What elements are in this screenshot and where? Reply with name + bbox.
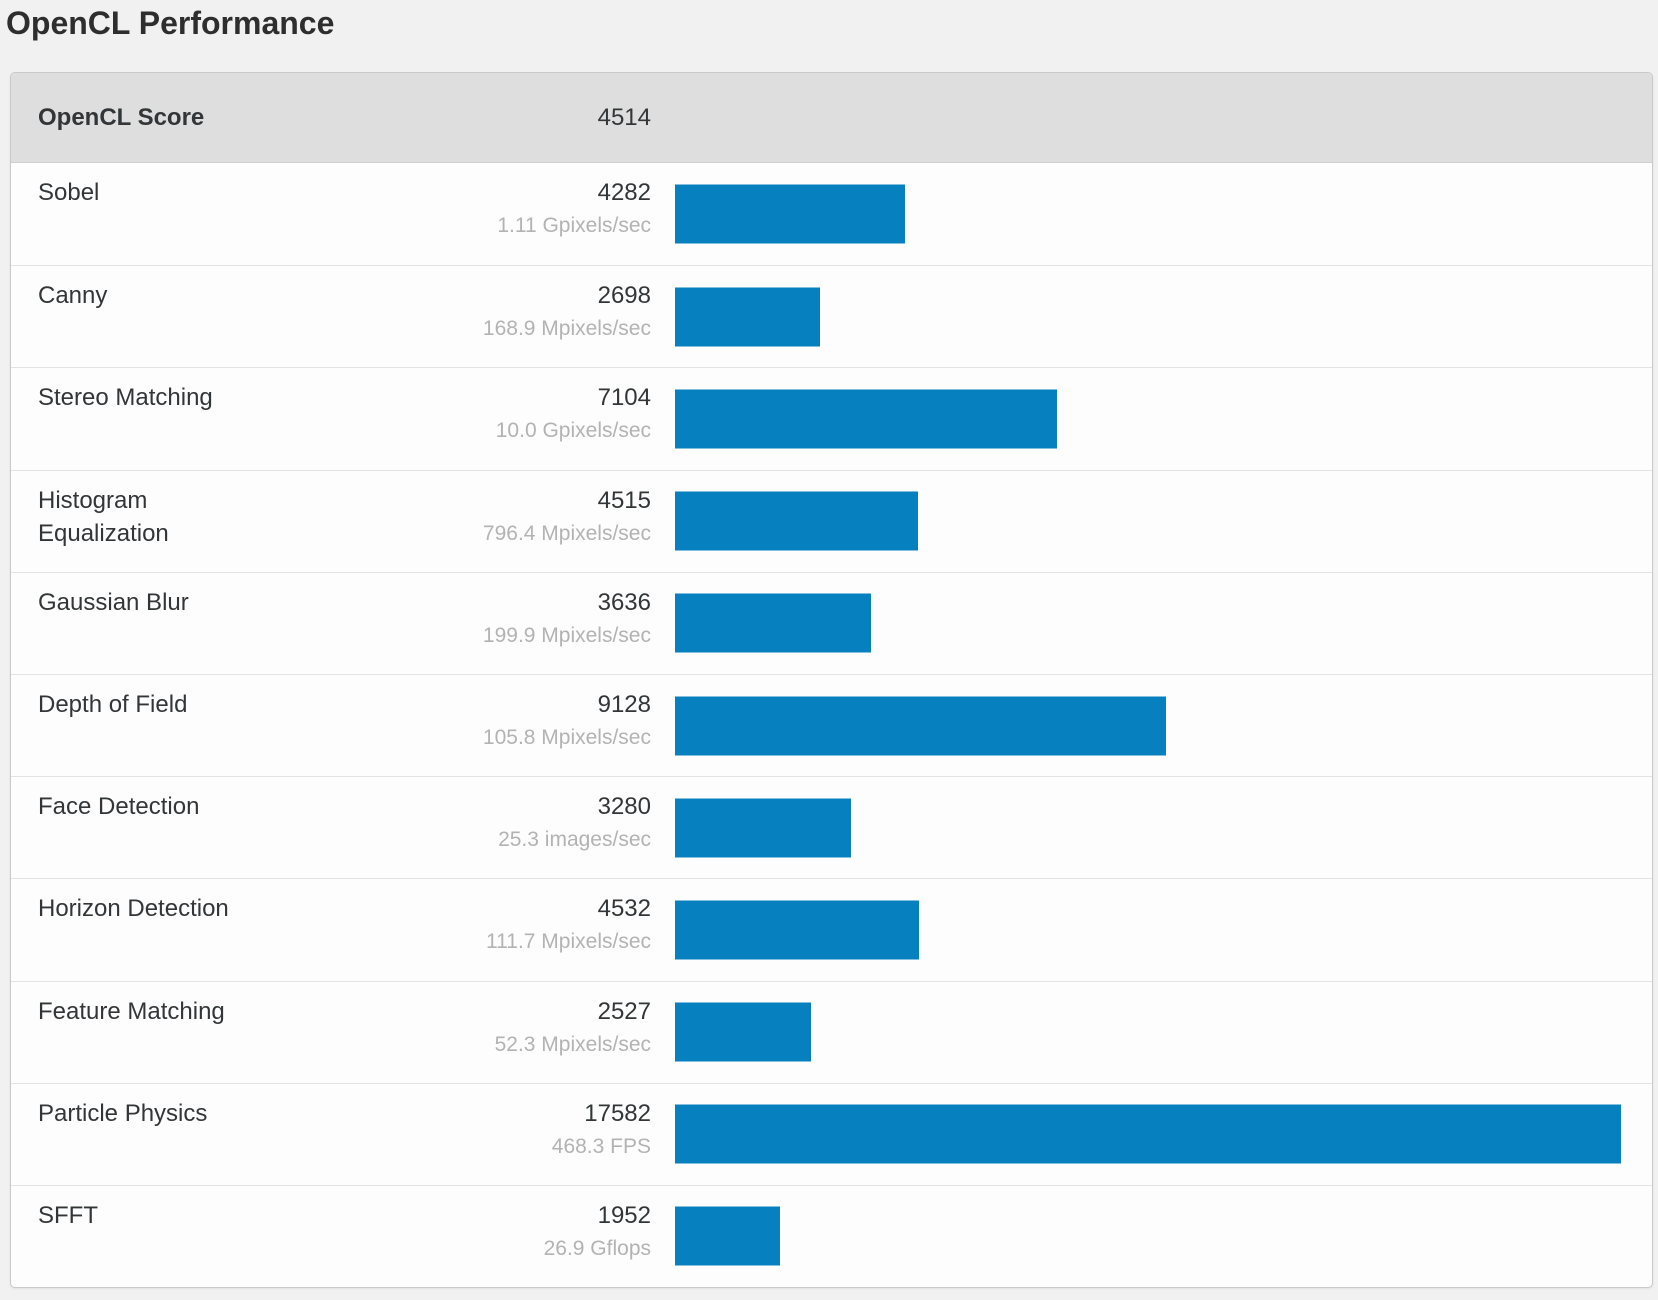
benchmark-row-horizon-detection: Horizon Detection 4532 111.7 Mpixels/sec — [11, 878, 1652, 981]
benchmark-name: Canny — [38, 282, 108, 310]
benchmark-bar-track — [675, 777, 1621, 878]
benchmark-score: 4532 — [597, 895, 651, 923]
benchmark-bar-track — [675, 471, 1621, 572]
table-header-left: OpenCL Score 4514 — [38, 104, 651, 132]
benchmark-row-canny: Canny 2698 168.9 Mpixels/sec — [11, 265, 1652, 368]
benchmark-score: 7104 — [597, 384, 651, 412]
benchmark-name: Histogram Equalization — [38, 486, 169, 547]
benchmark-score: 17582 — [584, 1099, 651, 1127]
benchmark-rate: 111.7 Mpixels/sec — [486, 930, 651, 954]
benchmark-bar — [675, 1104, 1621, 1164]
benchmark-row-histogram-equalization: Histogram Equalization 4515 796.4 Mpixel… — [11, 469, 1652, 572]
benchmark-rate: 10.0 Gpixels/sec — [495, 419, 651, 443]
benchmark-bar — [675, 798, 852, 858]
benchmark-rate: 168.9 Mpixels/sec — [482, 317, 651, 341]
benchmark-name: Gaussian Blur — [38, 588, 189, 616]
page-title: OpenCL Performance — [6, 5, 335, 41]
benchmark-name: Stereo Matching — [38, 384, 213, 412]
benchmark-bar — [675, 900, 919, 960]
benchmark-row-stereo-matching: Stereo Matching 7104 10.0 Gpixels/sec — [11, 367, 1652, 470]
benchmark-score: 1952 — [597, 1201, 651, 1229]
benchmark-score: 2698 — [597, 282, 651, 310]
benchmark-score: 4282 — [597, 179, 651, 206]
score-table: OpenCL Score 4514 Sobel 4282 1.11 Gpixel… — [10, 72, 1653, 1289]
benchmark-bar-track — [675, 1186, 1621, 1287]
benchmark-score: 3280 — [597, 793, 651, 821]
benchmark-row-sobel: Sobel 4282 1.11 Gpixels/sec — [11, 163, 1652, 266]
benchmark-bar — [675, 389, 1058, 449]
benchmark-bar — [675, 696, 1167, 756]
benchmark-rate: 105.8 Mpixels/sec — [482, 725, 651, 749]
benchmark-row-depth-of-field: Depth of Field 9128 105.8 Mpixels/sec — [11, 673, 1652, 777]
benchmark-name: Depth of Field — [38, 690, 188, 718]
benchmark-row-gaussian-blur: Gaussian Blur 3636 199.9 Mpixels/sec — [11, 571, 1652, 674]
benchmark-rate: 796.4 Mpixels/sec — [482, 521, 651, 545]
benchmark-name: Face Detection — [38, 793, 200, 821]
benchmark-rate: 468.3 FPS — [551, 1134, 651, 1158]
benchmark-row-face-detection: Face Detection 3280 25.3 images/sec — [11, 776, 1652, 879]
benchmark-score: 9128 — [597, 690, 651, 718]
benchmark-bar — [675, 1206, 781, 1266]
benchmark-bar-track — [675, 266, 1621, 367]
benchmark-name: Particle Physics — [38, 1099, 208, 1127]
benchmark-score: 3636 — [597, 588, 651, 616]
benchmark-name: Horizon Detection — [38, 895, 229, 923]
benchmark-bar-track — [675, 573, 1621, 674]
benchmark-bar-track — [675, 879, 1621, 980]
benchmark-name: Sobel — [38, 179, 100, 206]
benchmark-rate: 199.9 Mpixels/sec — [482, 623, 651, 647]
benchmark-row-sfft: SFFT 1952 26.9 Gflops — [11, 1184, 1652, 1288]
benchmark-name: SFFT — [38, 1201, 98, 1229]
benchmark-bar — [675, 491, 918, 551]
benchmark-bar — [675, 593, 871, 653]
benchmark-bar — [675, 184, 906, 244]
benchmark-score: 2527 — [597, 997, 651, 1025]
benchmark-bar-track — [675, 675, 1621, 776]
benchmark-bar-track — [675, 368, 1621, 469]
benchmark-bar-track — [675, 163, 1621, 265]
benchmark-row-feature-matching: Feature Matching 2527 52.3 Mpixels/sec — [11, 980, 1652, 1083]
table-header-row: OpenCL Score 4514 — [11, 73, 1652, 163]
overall-score-label: OpenCL Score — [38, 103, 205, 131]
benchmark-rate: 1.11 Gpixels/sec — [497, 214, 651, 237]
benchmark-name: Feature Matching — [38, 997, 225, 1025]
benchmark-bar — [675, 1002, 811, 1062]
overall-score-value: 4514 — [597, 103, 651, 131]
benchmark-bar-track — [675, 1084, 1621, 1185]
benchmark-bar — [675, 287, 821, 347]
benchmark-rate: 25.3 images/sec — [498, 828, 651, 852]
benchmark-score: 4515 — [597, 486, 651, 514]
benchmark-row-particle-physics: Particle Physics 17582 468.3 FPS — [11, 1082, 1652, 1185]
benchmark-bar-track — [675, 982, 1621, 1083]
benchmark-rate: 26.9 Gflops — [543, 1236, 651, 1260]
benchmark-rate: 52.3 Mpixels/sec — [494, 1032, 651, 1056]
